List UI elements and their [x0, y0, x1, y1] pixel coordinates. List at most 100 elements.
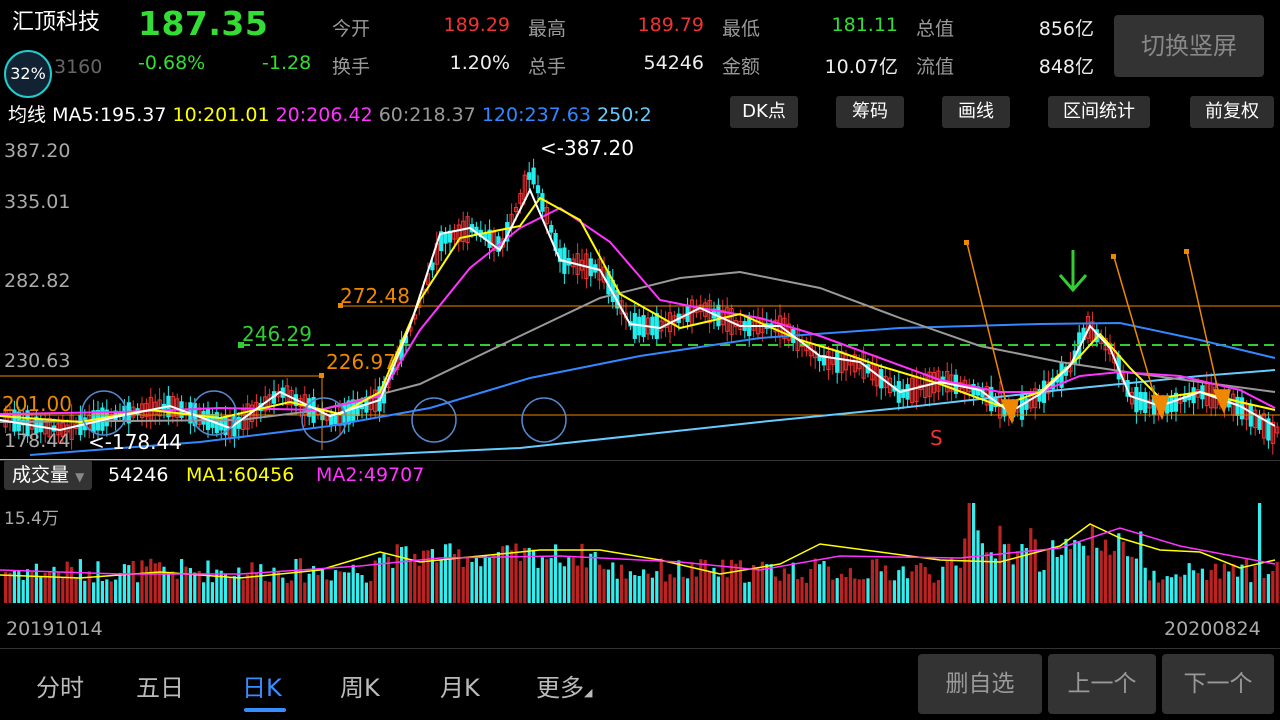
amount-value: 10.07亿	[824, 56, 898, 78]
candle	[346, 400, 351, 425]
volume-bar	[430, 549, 434, 603]
tab-daily-k[interactable]: 日K	[242, 674, 282, 702]
high-value: 189.79	[637, 14, 704, 36]
volume-bar	[650, 577, 654, 603]
volume-bar	[1240, 564, 1244, 603]
volume-bar	[378, 557, 382, 603]
candle	[430, 262, 435, 271]
volume-bar	[109, 581, 113, 603]
tab-more[interactable]: 更多◢	[536, 674, 593, 702]
volume-bar	[765, 564, 769, 603]
volume-bar	[43, 572, 47, 603]
volume-bar	[369, 580, 373, 603]
volume-bar	[448, 543, 452, 603]
volume-bar	[1187, 563, 1191, 603]
volume-bar	[237, 567, 241, 603]
volume-bar	[941, 566, 945, 603]
volume-bar	[642, 569, 646, 603]
volume-bar	[571, 557, 575, 603]
volume-bar	[136, 582, 140, 603]
volume-bar	[496, 552, 500, 603]
volume-bar	[395, 544, 399, 603]
candle	[527, 172, 532, 180]
candle	[487, 229, 492, 248]
volume-bar	[1161, 579, 1165, 603]
float-value: 848亿	[1038, 56, 1094, 78]
candle	[1261, 413, 1267, 439]
volume-bar	[474, 555, 478, 603]
volume-bar	[633, 575, 637, 603]
volume-bar	[232, 576, 236, 603]
tab-intraday[interactable]: 分时	[36, 674, 84, 702]
volume-bar	[39, 577, 43, 603]
tab-five-day[interactable]: 五日	[136, 674, 184, 702]
forward-adjust-button[interactable]: 前复权	[1190, 96, 1274, 128]
tab-weekly-k[interactable]: 周K	[340, 674, 380, 702]
volume-bar	[734, 563, 738, 603]
remove-watchlist-button[interactable]: 删自选	[918, 654, 1042, 714]
kline-chart[interactable]	[0, 130, 1280, 460]
volume-bar	[936, 580, 940, 603]
volume-bar	[1082, 545, 1086, 603]
volume-bar	[1275, 562, 1279, 603]
volume-bar	[831, 579, 835, 603]
volume-bar	[866, 578, 870, 603]
volume-bar	[21, 579, 25, 603]
volume-chart	[0, 503, 1279, 603]
candle	[826, 351, 831, 371]
volume-bar	[268, 581, 272, 603]
amount-label: 金额	[722, 56, 761, 78]
volume-bar	[1020, 544, 1024, 603]
volume-bar	[276, 570, 280, 603]
volume-bar	[879, 571, 883, 603]
volume-bar	[1178, 576, 1182, 603]
progress-badge[interactable]: 32%	[4, 50, 52, 98]
volume-bar	[840, 573, 844, 603]
volume-bar	[910, 571, 914, 603]
volume-bar	[122, 564, 126, 603]
volume-bar	[1156, 582, 1160, 603]
volume-bar	[215, 569, 219, 603]
next-stock-button[interactable]: 下一个	[1162, 654, 1274, 714]
switch-portrait-button[interactable]: 切换竖屏	[1114, 15, 1264, 77]
mktcap-label: 总值	[916, 18, 955, 40]
volume-bar	[312, 565, 316, 603]
volume-bar	[1253, 566, 1257, 603]
tab-monthly-k[interactable]: 月K	[440, 674, 480, 702]
volume-bar	[1258, 503, 1262, 603]
volume-bar	[320, 569, 324, 603]
range-stats-button[interactable]: 区间统计	[1048, 96, 1150, 128]
draw-line-button[interactable]: 画线	[942, 96, 1010, 128]
stock-price: 187.35	[138, 4, 269, 43]
volume-bar	[1174, 574, 1178, 603]
volume-bar	[162, 566, 166, 603]
signal-arrows	[966, 242, 1231, 425]
volume-bar	[1148, 580, 1152, 603]
ref-246-label: 246.29	[242, 322, 312, 346]
volume-bar	[422, 550, 426, 603]
volume-bar	[70, 566, 74, 603]
volume-bar	[1200, 568, 1204, 603]
volume-bar	[1055, 556, 1059, 603]
volume-bar	[1016, 551, 1020, 603]
change-pct: -0.68%	[138, 52, 206, 74]
volume-bar	[580, 543, 584, 603]
volume-bar	[787, 573, 791, 603]
volume-bar	[796, 579, 800, 603]
volume-bar	[672, 577, 676, 603]
chips-button[interactable]: 筹码	[836, 96, 904, 128]
candle	[1244, 404, 1249, 420]
dk-point-button[interactable]: DK点	[730, 96, 798, 128]
previous-stock-button[interactable]: 上一个	[1048, 654, 1156, 714]
volume-bar	[439, 559, 443, 603]
volume-indicator-select[interactable]: 成交量 ▼	[4, 460, 93, 490]
volume-bar	[972, 503, 976, 603]
volume-bar	[756, 568, 760, 603]
volume-bar	[914, 565, 918, 603]
volume-bar	[743, 582, 747, 603]
volume-bar	[1068, 548, 1072, 603]
volume-bar	[202, 582, 206, 603]
open-label: 今开	[332, 18, 371, 40]
volume-bar	[48, 571, 52, 603]
volume-bar	[884, 565, 888, 603]
